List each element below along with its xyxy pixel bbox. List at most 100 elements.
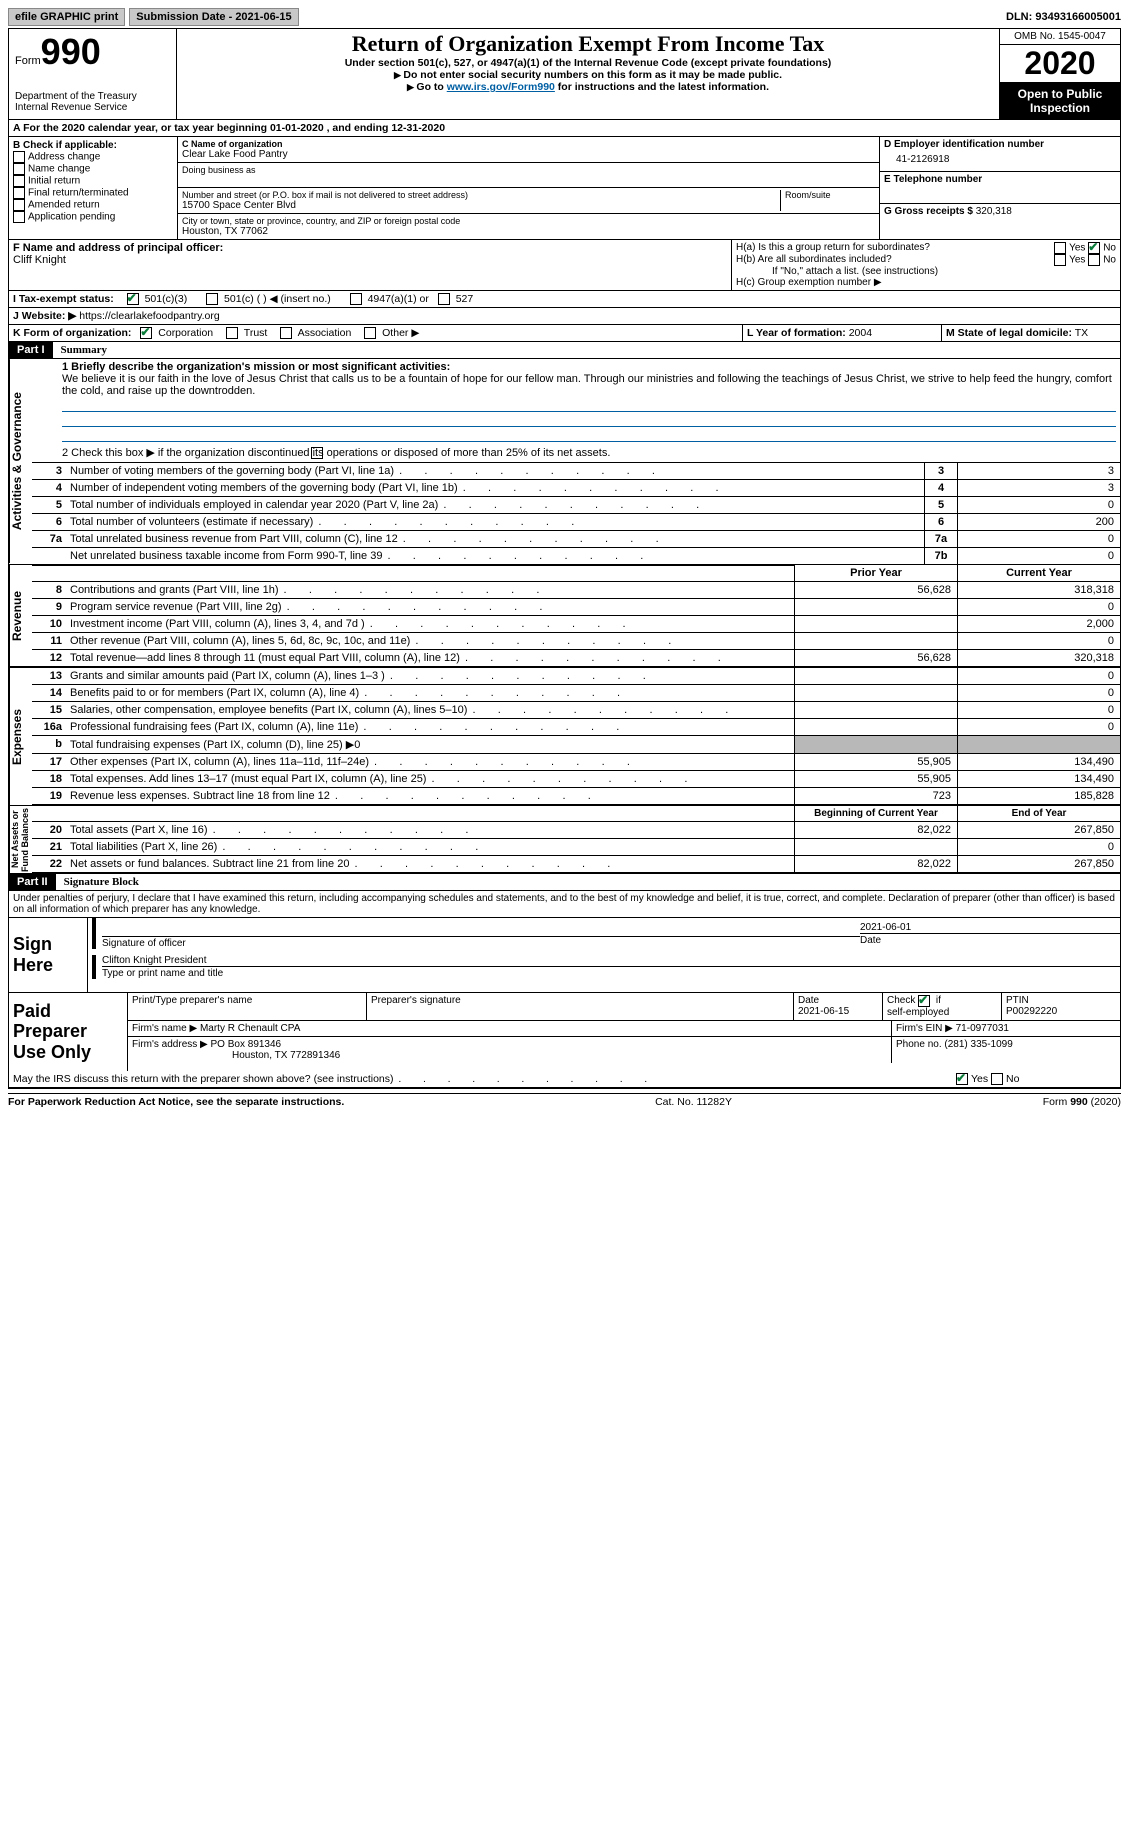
ptin-label: PTIN bbox=[1006, 995, 1029, 1006]
declaration: Under penalties of perjury, I declare th… bbox=[9, 891, 1120, 917]
b-opt-cb[interactable] bbox=[13, 163, 25, 175]
hb-yes[interactable] bbox=[1054, 254, 1066, 266]
beg-hdr: Beginning of Current Year bbox=[794, 806, 957, 821]
firm-addr: PO Box 891346 bbox=[211, 1039, 282, 1050]
date-label: Date bbox=[860, 933, 1120, 946]
501c-cb[interactable] bbox=[206, 293, 218, 305]
firm-addr-label: Firm's address ▶ bbox=[132, 1039, 208, 1050]
ein-value: 41-2126918 bbox=[884, 150, 1116, 169]
501c3-cb[interactable] bbox=[127, 293, 139, 305]
firm-name: Marty R Chenault CPA bbox=[200, 1023, 300, 1034]
prep-date: 2021-06-15 bbox=[798, 1006, 849, 1017]
irs-link[interactable]: www.irs.gov/Form990 bbox=[447, 81, 555, 93]
f-label: F Name and address of principal officer: bbox=[13, 242, 727, 254]
sign-here-label: Sign Here bbox=[9, 918, 87, 992]
goto-post: for instructions and the latest informat… bbox=[555, 81, 769, 93]
phone-label: E Telephone number bbox=[884, 174, 1116, 185]
dln: DLN: 93493166005001 bbox=[1006, 11, 1121, 23]
officer-name: Cliff Knight bbox=[13, 254, 727, 266]
b-opt-cb[interactable] bbox=[13, 175, 25, 187]
q1: 1 Briefly describe the organization's mi… bbox=[62, 361, 450, 373]
may-yes[interactable] bbox=[956, 1073, 968, 1085]
k-assoc[interactable] bbox=[280, 327, 292, 339]
opt-4947: 4947(a)(1) or bbox=[368, 293, 429, 305]
4947-cb[interactable] bbox=[350, 293, 362, 305]
submission-date: Submission Date - 2021-06-15 bbox=[129, 8, 298, 26]
curr-hdr: Current Year bbox=[957, 565, 1120, 581]
k-label: K Form of organization: bbox=[13, 327, 131, 339]
hb-label: H(b) Are all subordinates included? bbox=[736, 254, 892, 266]
gross-value: 320,318 bbox=[976, 206, 1012, 217]
may-discuss: May the IRS discuss this return with the… bbox=[9, 1071, 952, 1087]
b-opt-cb[interactable] bbox=[13, 211, 25, 223]
m-label: M State of legal domicile: bbox=[946, 327, 1072, 339]
part2-title: Signature Block bbox=[56, 874, 147, 890]
self-employed-cb[interactable] bbox=[918, 995, 930, 1007]
dept-treasury: Department of the Treasury Internal Reve… bbox=[15, 91, 170, 113]
opt-527: 527 bbox=[456, 293, 474, 305]
k-other[interactable] bbox=[364, 327, 376, 339]
firm-ein: 71-0977031 bbox=[956, 1023, 1009, 1034]
b-opt-cb[interactable] bbox=[13, 187, 25, 199]
hb-no[interactable] bbox=[1088, 254, 1100, 266]
m-val: TX bbox=[1075, 327, 1088, 339]
opt-assoc: Association bbox=[298, 327, 352, 339]
j-label: J Website: ▶ bbox=[13, 310, 76, 322]
firm-name-label: Firm's name ▶ bbox=[132, 1023, 197, 1034]
tax-year: 2020 bbox=[1000, 45, 1120, 83]
form-prefix: Form bbox=[15, 55, 41, 67]
ptin-value: P00292220 bbox=[1006, 1006, 1057, 1017]
sidetab-gov: Activities & Governance bbox=[9, 359, 32, 563]
addr-label: Number and street (or P.O. box if mail i… bbox=[182, 190, 776, 200]
room-label: Room/suite bbox=[785, 190, 875, 200]
ha-label: H(a) Is this a group return for subordin… bbox=[736, 242, 930, 254]
prep-sig-hdr: Preparer's signature bbox=[367, 993, 794, 1020]
line-a: A For the 2020 calendar year, or tax yea… bbox=[9, 120, 1120, 137]
part2-hdr: Part II bbox=[9, 874, 56, 890]
sidetab-net: Net Assets orFund Balances bbox=[9, 806, 32, 873]
ssn-note: Do not enter social security numbers on … bbox=[181, 69, 995, 81]
city-label: City or town, state or province, country… bbox=[182, 216, 875, 226]
footer-mid: Cat. No. 11282Y bbox=[655, 1096, 732, 1108]
part1-title: Summary bbox=[53, 342, 115, 358]
sign-date: 2021-06-01 bbox=[860, 922, 1120, 933]
website-url[interactable]: https://clearlakefoodpantry.org bbox=[79, 310, 219, 322]
opt-corp: Corporation bbox=[158, 327, 213, 339]
firm-phone: (281) 335-1099 bbox=[944, 1039, 1012, 1050]
q2-cb[interactable] bbox=[311, 447, 323, 459]
typed-name-label: Type or print name and title bbox=[102, 966, 1120, 979]
efile-btn[interactable]: efile GRAPHIC print bbox=[8, 8, 125, 26]
k-corp[interactable] bbox=[140, 327, 152, 339]
b-opt-cb[interactable] bbox=[13, 151, 25, 163]
may-no[interactable] bbox=[991, 1073, 1003, 1085]
opt-501c: 501(c) ( ) ◀ (insert no.) bbox=[224, 293, 331, 305]
firm-city: Houston, TX 772891346 bbox=[132, 1050, 340, 1061]
hb-note: If "No," attach a list. (see instruction… bbox=[736, 266, 1116, 277]
i-label: I Tax-exempt status: bbox=[13, 293, 114, 305]
prep-date-hdr: Date bbox=[798, 995, 819, 1006]
gross-label: G Gross receipts $ bbox=[884, 206, 973, 217]
527-cb[interactable] bbox=[438, 293, 450, 305]
k-trust[interactable] bbox=[226, 327, 238, 339]
footer-left: For Paperwork Reduction Act Notice, see … bbox=[8, 1096, 344, 1108]
footer-right: Form 990 (2020) bbox=[1043, 1096, 1121, 1108]
end-hdr: End of Year bbox=[957, 806, 1120, 821]
ha-yes[interactable] bbox=[1054, 242, 1066, 254]
omb-number: OMB No. 1545-0047 bbox=[1000, 29, 1120, 45]
l-val: 2004 bbox=[849, 327, 872, 339]
goto-note: Go to www.irs.gov/Form990 for instructio… bbox=[181, 81, 995, 93]
dba-label: Doing business as bbox=[182, 165, 875, 175]
ha-no[interactable] bbox=[1088, 242, 1100, 254]
org-name: Clear Lake Food Pantry bbox=[182, 149, 875, 160]
goto-pre: Go to bbox=[416, 81, 446, 93]
paid-label: Paid Preparer Use Only bbox=[9, 993, 127, 1071]
sidetab-exp: Expenses bbox=[9, 668, 32, 805]
b-label: B Check if applicable: bbox=[13, 140, 173, 151]
b-opt-cb[interactable] bbox=[13, 199, 25, 211]
opt-501c3: 501(c)(3) bbox=[145, 293, 188, 305]
form-number: 990 bbox=[41, 31, 101, 72]
sidetab-rev: Revenue bbox=[9, 565, 32, 667]
l-label: L Year of formation: bbox=[747, 327, 846, 339]
city-state-zip: Houston, TX 77062 bbox=[182, 226, 875, 237]
sig-officer-label: Signature of officer bbox=[102, 936, 860, 949]
